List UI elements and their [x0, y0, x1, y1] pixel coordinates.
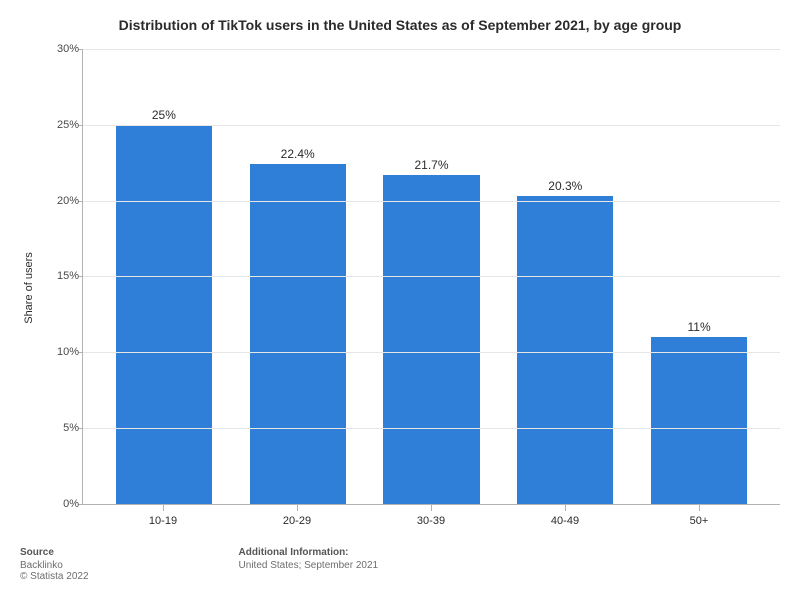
y-tick-label: 30% [39, 43, 79, 55]
x-axis-label: 10-19 [96, 515, 230, 527]
bar-value-label: 20.3% [498, 179, 632, 193]
x-tick-slot [364, 505, 498, 513]
bar-value-label: 21.7% [365, 158, 499, 172]
footer-source-line1: Backlinko [20, 560, 89, 571]
grid-line [83, 125, 780, 126]
bar-value-label: 11% [632, 320, 766, 334]
grid-line [83, 49, 780, 50]
plot-area: 25%22.4%21.7%20.3%11% 0%5%10%15%20%25%30… [82, 49, 780, 505]
x-tick-mark [163, 505, 164, 511]
y-axis-title-wrap: Share of users [20, 49, 38, 527]
x-tick-mark [565, 505, 566, 511]
bar [517, 196, 613, 504]
chart-container: Distribution of TikTok users in the Unit… [0, 0, 800, 594]
x-axis-label: 20-29 [230, 515, 364, 527]
chart-frame: Share of users 25% 22.4%21.7% 20.3% 11% 0% 5… [20, 49, 780, 527]
x-tick-slot [498, 505, 632, 513]
x-tick-mark [297, 505, 298, 511]
x-axis-label: 40-49 [498, 515, 632, 527]
chart-title: Distribution of TikTok users in the Unit… [119, 16, 682, 35]
grid-line [83, 428, 780, 429]
grid-line [83, 352, 780, 353]
footer-source-line2: © Statista 2022 [20, 571, 89, 582]
plot-column: 25%22.4%21.7%20.3%11% 0%5%10%15%20%25%30… [82, 49, 780, 527]
grid-line [83, 276, 780, 277]
x-axis-label: 50+ [632, 515, 766, 527]
x-tick-slot [632, 505, 766, 513]
bar [651, 337, 747, 504]
y-tick-label: 20% [39, 195, 79, 207]
y-axis-title: Share of users [23, 252, 35, 324]
y-tick-label: 25% [39, 119, 79, 131]
footer-info-line1: United States; September 2021 [239, 560, 379, 571]
footer-source-label: Source [20, 547, 89, 558]
chart-footer: Source Backlinko © Statista 2022 Additio… [20, 547, 780, 582]
x-axis-labels: 10-1920-2930-3940-4950+ [82, 513, 780, 527]
y-tick-label: 0% [39, 498, 79, 510]
y-tick-label: 10% [39, 346, 79, 358]
x-tick-mark [699, 505, 700, 511]
bar [250, 164, 346, 504]
x-tick-mark [431, 505, 432, 511]
x-axis-label: 30-39 [364, 515, 498, 527]
footer-source-block: Source Backlinko © Statista 2022 [20, 547, 89, 582]
bar [116, 125, 212, 504]
bar [383, 175, 479, 504]
bar-value-label: 25% [97, 108, 231, 122]
x-tick-slot [96, 505, 230, 513]
footer-info-label: Additional Information: [239, 547, 379, 558]
x-tick-marks [82, 505, 780, 513]
grid-line [83, 201, 780, 202]
footer-info-block: Additional Information: United States; S… [239, 547, 379, 582]
y-tick-label: 15% [39, 270, 79, 282]
y-tick-label: 5% [39, 422, 79, 434]
x-tick-slot [230, 505, 364, 513]
bar-value-label: 22.4% [231, 147, 365, 161]
